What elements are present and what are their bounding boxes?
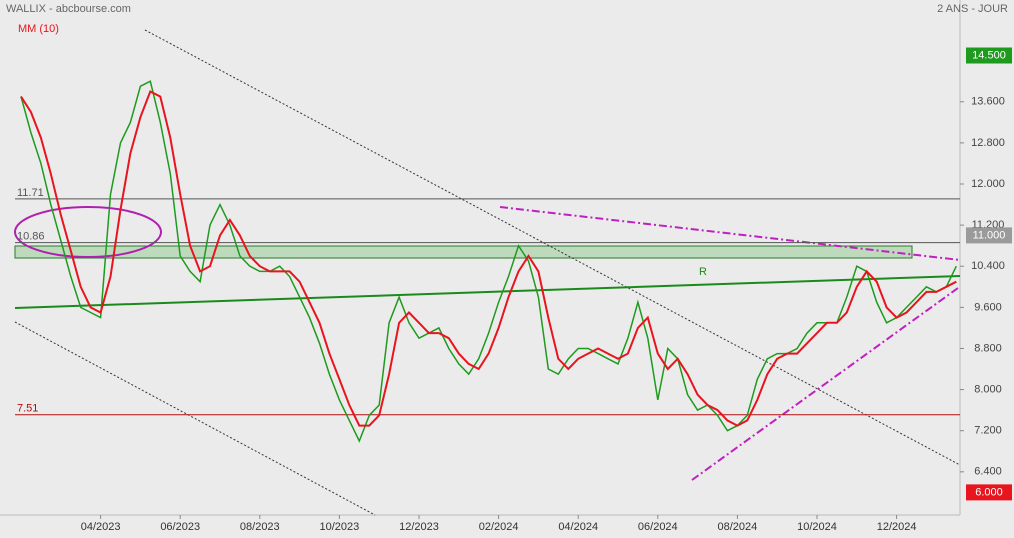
y-tick-label: 8.800	[974, 342, 1002, 354]
y-tick-label: 6.400	[974, 466, 1002, 478]
trendline	[14, 275, 961, 309]
x-tick-label: 06/2024	[638, 521, 678, 533]
x-tick-label: 02/2024	[479, 521, 519, 533]
x-tick-label: 06/2023	[160, 521, 200, 533]
chart-subtitle: 2 ANS - JOUR	[937, 3, 1008, 15]
x-tick-label: 04/2024	[558, 521, 598, 533]
series-line	[20, 80, 957, 443]
y-tick-label: 12.000	[971, 178, 1005, 190]
highlight-ellipse	[14, 206, 162, 258]
level-label: 11.71	[17, 187, 44, 199]
resistance-zone	[14, 245, 913, 259]
x-tick-label: 08/2023	[240, 521, 280, 533]
y-tick-label: 12.800	[971, 137, 1005, 149]
price-tag-label: 14.500	[972, 49, 1006, 61]
price-tag-label: 11.000	[973, 229, 1006, 241]
price-tag-label: 6.000	[975, 486, 1003, 498]
price-tag	[966, 227, 1012, 244]
price-tag	[966, 484, 1012, 501]
x-tick-label: 10/2023	[320, 521, 360, 533]
level-label: 7.51	[17, 403, 38, 415]
x-tick-label: 08/2024	[718, 521, 758, 533]
x-tick-label: 10/2024	[797, 521, 837, 533]
series-line	[20, 90, 957, 427]
y-tick-label: 10.400	[971, 260, 1005, 272]
trendline	[14, 321, 376, 516]
x-tick-label: 04/2023	[81, 521, 121, 533]
price-tag	[966, 47, 1012, 64]
x-tick-label: 12/2024	[877, 521, 917, 533]
y-tick-label: 7.200	[974, 425, 1002, 437]
trendline	[691, 287, 959, 481]
legend-label: MM (10)	[18, 23, 59, 35]
trendline	[144, 29, 961, 466]
y-tick-label: 8.000	[974, 383, 1002, 395]
y-tick-label: 9.600	[974, 301, 1002, 313]
annotation: R	[699, 266, 707, 278]
level-label: 10.86	[17, 231, 45, 243]
x-tick-label: 12/2023	[399, 521, 439, 533]
trendline	[499, 206, 961, 261]
chart-title: WALLIX - abcbourse.com	[6, 3, 131, 15]
y-tick-label: 13.600	[971, 96, 1005, 108]
